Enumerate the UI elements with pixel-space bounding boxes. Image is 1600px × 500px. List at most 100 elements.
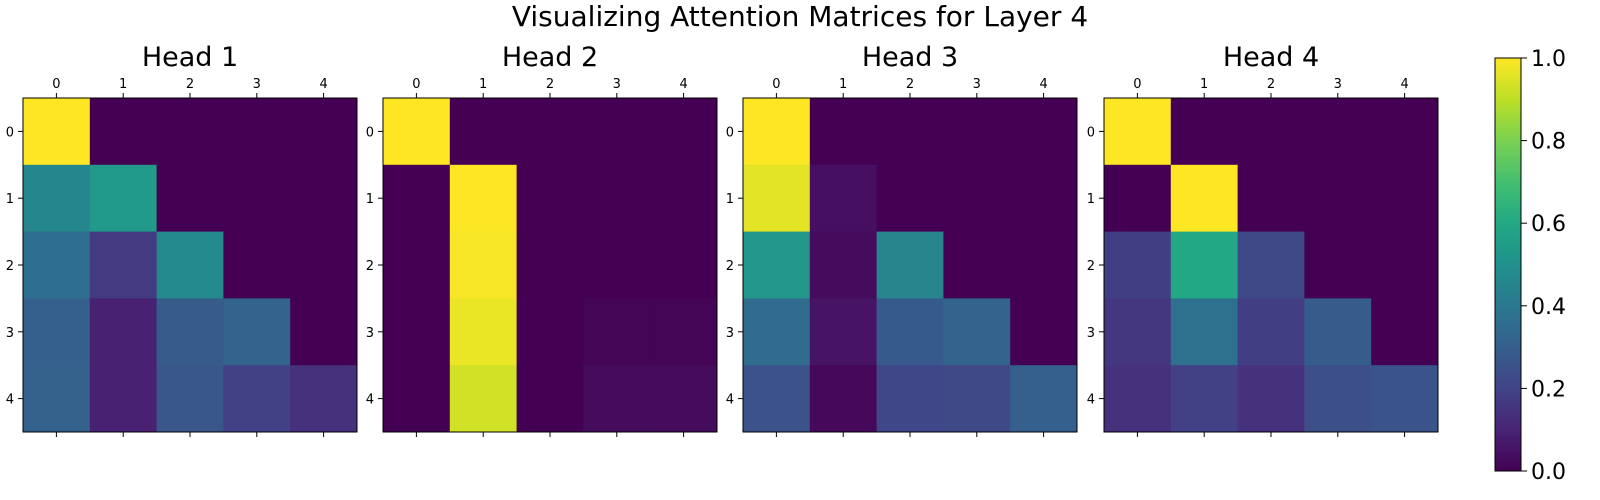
y-tick-label: 3 (6, 326, 14, 341)
y-tick-label: 0 (726, 125, 734, 140)
x-tick-label: 1 (1200, 77, 1208, 92)
heatmap-cell (943, 298, 1011, 366)
heatmap-cell (223, 365, 291, 433)
heatmap-cell (516, 164, 584, 232)
x-tick-label: 0 (412, 77, 420, 92)
y-tick-label: 0 (6, 125, 14, 140)
panel-title: Head 4 (1223, 42, 1319, 73)
heatmap-cell (583, 231, 651, 299)
heatmap-cell (1371, 98, 1439, 166)
y-tick-label: 0 (1087, 125, 1095, 140)
heatmap-cell (383, 98, 451, 166)
heatmap-cell (1010, 365, 1078, 433)
y-tick-label: 4 (1087, 393, 1095, 408)
x-tick-label: 3 (1334, 77, 1342, 92)
heatmap-cell (1237, 164, 1305, 232)
heatmap-cell (1371, 231, 1439, 299)
heatmap-cell (290, 231, 358, 299)
heatmap-cell (223, 98, 291, 166)
figure-title: Visualizing Attention Matrices for Layer… (512, 0, 1088, 33)
heatmap-cell (1170, 365, 1238, 433)
heatmap-cell (383, 298, 451, 366)
x-tick-label: 0 (1133, 77, 1141, 92)
heatmap-cell (449, 298, 517, 366)
colorbar-tick-label: 0.8 (1531, 130, 1566, 155)
heatmap-cell (743, 164, 811, 232)
heatmap-cell (23, 164, 91, 232)
x-tick-label: 1 (479, 77, 487, 92)
y-tick-label: 0 (366, 125, 374, 140)
heatmap-cell (449, 365, 517, 433)
heatmap-cell (89, 98, 157, 166)
y-tick-label: 2 (6, 259, 14, 274)
x-tick-label: 3 (613, 77, 621, 92)
heatmap-cell (290, 164, 358, 232)
heatmap-cell (650, 231, 718, 299)
heatmap-cell (1170, 231, 1238, 299)
heatmap-cell (876, 365, 944, 433)
x-tick-label: 4 (1039, 77, 1047, 92)
colorbar-tick-label: 1.0 (1531, 47, 1566, 72)
heatmap-cell (876, 298, 944, 366)
heatmap-cell (89, 365, 157, 433)
y-tick-label: 2 (726, 259, 734, 274)
heatmap-cell (1104, 298, 1172, 366)
colorbar-tick-label: 0.0 (1531, 460, 1566, 485)
y-tick-label: 4 (726, 393, 734, 408)
heatmap-cell (1304, 298, 1372, 366)
x-tick-label: 2 (186, 77, 194, 92)
heatmap-cell (290, 98, 358, 166)
x-tick-label: 0 (772, 77, 780, 92)
x-tick-label: 2 (546, 77, 554, 92)
heatmap-cell (943, 365, 1011, 433)
x-tick-label: 3 (973, 77, 981, 92)
y-tick-label: 1 (6, 192, 14, 207)
y-tick-label: 2 (366, 259, 374, 274)
y-tick-label: 4 (6, 393, 14, 408)
heatmap-cell (89, 298, 157, 366)
heatmap-cell (1304, 365, 1372, 433)
heatmap-cell (1304, 231, 1372, 299)
heatmap-cell (583, 365, 651, 433)
heatmap-cell (1170, 298, 1238, 366)
heatmap-cell (876, 164, 944, 232)
heatmap-panel: Head 2 0 1 2 3 4 0 1 2 3 4 (366, 42, 718, 437)
y-tick-label: 1 (1087, 192, 1095, 207)
heatmap-cell (223, 231, 291, 299)
heatmap-cell (943, 98, 1011, 166)
heatmap-cell (1010, 298, 1078, 366)
x-tick-label: 1 (119, 77, 127, 92)
heatmap-cell (449, 98, 517, 166)
heatmap-cell (743, 231, 811, 299)
heatmap-cell (516, 231, 584, 299)
heatmap-cell (383, 365, 451, 433)
heatmap-cell (1010, 231, 1078, 299)
heatmap-cell (809, 298, 877, 366)
colorbar-gradient (1494, 57, 1522, 472)
heatmap-cell (156, 231, 224, 299)
x-tick-label: 4 (1400, 77, 1408, 92)
heatmap-cell (1104, 98, 1172, 166)
heatmap-cell (876, 98, 944, 166)
colorbar-tick-label: 0.4 (1531, 295, 1566, 320)
y-tick-label: 1 (726, 192, 734, 207)
heatmap-cell (156, 98, 224, 166)
heatmap-cell (583, 98, 651, 166)
heatmap-cell (1237, 98, 1305, 166)
heatmap-cell (1371, 164, 1439, 232)
panel-title: Head 2 (502, 42, 598, 73)
heatmap-panel: Head 4 0 1 2 3 4 0 1 2 3 4 (1087, 42, 1439, 437)
heatmap-cell (943, 164, 1011, 232)
heatmap-cell (156, 164, 224, 232)
y-tick-label: 3 (726, 326, 734, 341)
heatmap-cell (743, 298, 811, 366)
heatmap-panels: Head 1 0 1 2 3 4 0 1 2 3 4 Head 2 0 1 2 3 4 0 1 2 3 4 Head 3 0 1… (6, 42, 1439, 437)
x-tick-label: 1 (839, 77, 847, 92)
heatmap-cell (383, 164, 451, 232)
heatmap-cell (743, 365, 811, 433)
heatmap-cell (1237, 298, 1305, 366)
heatmap-cell (1010, 164, 1078, 232)
heatmap-cell (1237, 231, 1305, 299)
heatmap-cell (583, 298, 651, 366)
colorbar-tick-label: 0.6 (1531, 212, 1566, 237)
